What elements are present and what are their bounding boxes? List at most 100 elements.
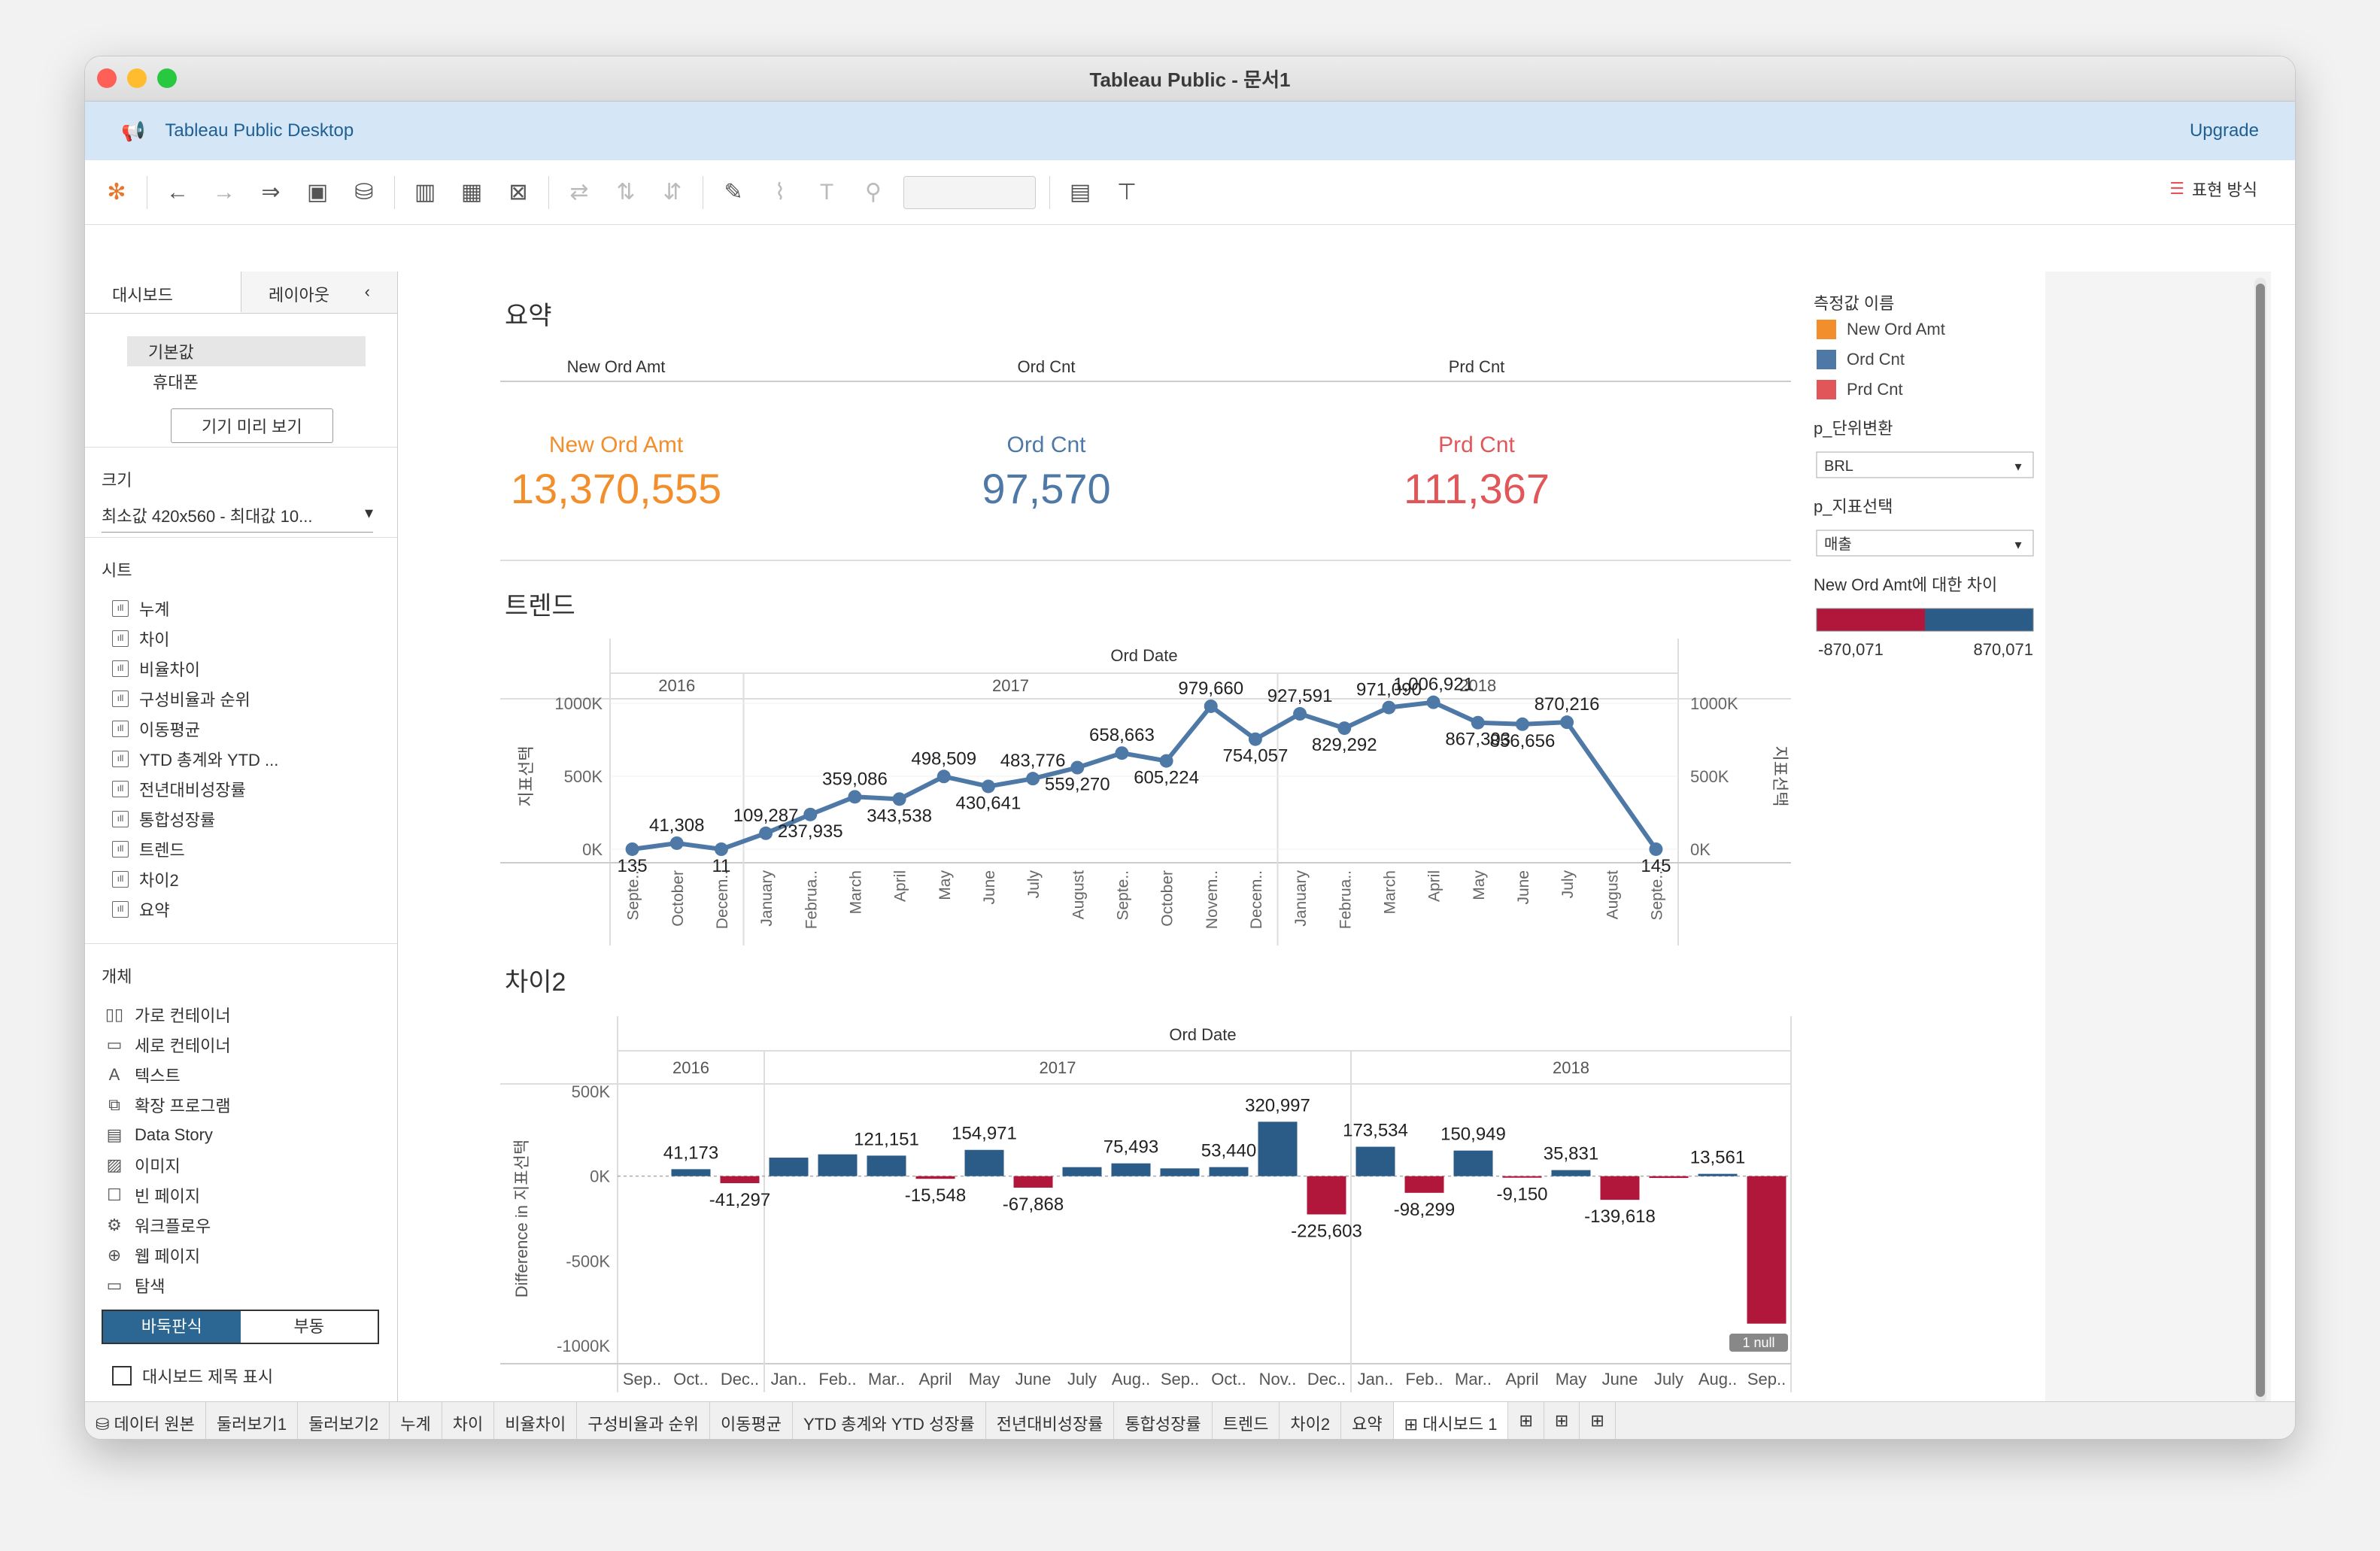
tableau-logo-icon[interactable]: ✻: [107, 180, 126, 205]
sheet-tab[interactable]: 차이: [442, 1402, 495, 1439]
object-item[interactable]: ☐ 빈 페이지: [85, 1180, 397, 1210]
presentation-icon[interactable]: ⊤: [1116, 180, 1137, 205]
sheet-item[interactable]: ıll 이동평균: [85, 714, 397, 744]
redo-icon[interactable]: ⇒: [261, 180, 281, 205]
trend-point[interactable]: [1560, 715, 1574, 730]
legend-item-label[interactable]: New Ord Amt: [1847, 320, 1945, 338]
sheet-item[interactable]: ıll 차이2: [85, 864, 397, 894]
trend-point[interactable]: [714, 842, 728, 856]
trend-point[interactable]: [1159, 754, 1173, 768]
diff-bar[interactable]: [1600, 1176, 1640, 1200]
sheet-tab[interactable]: 차이2: [1280, 1402, 1342, 1439]
diff-bar[interactable]: [1062, 1167, 1102, 1176]
show-cards-icon[interactable]: ▤: [1069, 180, 1091, 205]
forward-icon[interactable]: →: [213, 179, 235, 205]
sheet-item[interactable]: ıll 통합성장률: [85, 804, 397, 834]
trend-point[interactable]: [981, 779, 995, 794]
param1-dropdown[interactable]: BRL ▾: [1816, 451, 2034, 478]
trend-point[interactable]: [1515, 717, 1529, 731]
sort-ascending-icon[interactable]: ⇅: [616, 180, 636, 205]
sheet-item[interactable]: ıll 누계: [85, 593, 397, 624]
diff-bar[interactable]: [1747, 1176, 1787, 1324]
show-title-checkbox[interactable]: 대시보드 제목 표시: [112, 1364, 397, 1388]
trend-point[interactable]: [1471, 715, 1485, 730]
sheet-tab[interactable]: 전년대비성장률: [986, 1402, 1115, 1439]
new-story-tab-icon[interactable]: ⊞: [1580, 1402, 1616, 1439]
clear-sheet-icon[interactable]: ⊠: [508, 180, 528, 205]
sheet-item[interactable]: ıll 비율차이: [85, 654, 397, 684]
object-item[interactable]: A 텍스트: [85, 1060, 397, 1090]
minimize-window-button[interactable]: [127, 68, 147, 88]
sheet-item[interactable]: ıll 차이: [85, 624, 397, 654]
diff-bar[interactable]: [720, 1176, 760, 1183]
sheet-tab[interactable]: 이동평균: [710, 1402, 793, 1439]
diff-bar[interactable]: [1698, 1173, 1738, 1176]
object-item[interactable]: ⧉ 확장 프로그램: [85, 1090, 397, 1120]
save-icon[interactable]: ▣: [306, 180, 329, 205]
sheet-tab[interactable]: 통합성장률: [1114, 1402, 1213, 1439]
sheet-tab[interactable]: YTD 총계와 YTD 성장률: [793, 1402, 986, 1439]
object-item[interactable]: ▭ 탐색: [85, 1270, 397, 1301]
sheet-tab[interactable]: 비율차이: [494, 1402, 578, 1439]
floating-button[interactable]: 부동: [293, 1317, 324, 1336]
device-preview-button[interactable]: 기기 미리 보기: [171, 408, 333, 443]
group-icon[interactable]: ⌇: [774, 180, 786, 205]
tiled-button[interactable]: 바둑판식: [103, 1311, 241, 1343]
trend-point[interactable]: [1293, 707, 1307, 721]
sheet-tab[interactable]: ⛁ 데이터 원본: [85, 1402, 206, 1439]
size-dropdown[interactable]: 최소값 420x560 - 최대값 10... ▾: [102, 503, 373, 533]
trend-point[interactable]: [625, 842, 639, 856]
diff-bar[interactable]: [1453, 1150, 1493, 1176]
object-item[interactable]: ⊕ 웹 페이지: [85, 1240, 397, 1270]
diff-bar[interactable]: [671, 1169, 711, 1176]
label-icon[interactable]: T: [819, 179, 834, 205]
sheet-tab[interactable]: 둘러보기1: [206, 1402, 299, 1439]
trend-point[interactable]: [1204, 699, 1218, 713]
new-dashboard-tab-icon[interactable]: ⊞: [1544, 1402, 1580, 1439]
null-indicator[interactable]: 1 null: [1729, 1334, 1788, 1352]
vertical-scrollbar[interactable]: [2254, 278, 2266, 1403]
sort-descending-icon[interactable]: ⇵: [663, 180, 682, 205]
trend-point[interactable]: [669, 836, 684, 850]
sheet-tab[interactable]: 둘러보기2: [298, 1402, 390, 1439]
diff-bar[interactable]: [1111, 1163, 1151, 1176]
legend-item-label[interactable]: Prd Cnt: [1847, 380, 1903, 399]
new-worksheet-icon[interactable]: ▥: [414, 180, 436, 205]
show-me-button[interactable]: ☰ 표현 방식: [2169, 177, 2257, 201]
diff-bar[interactable]: [867, 1155, 906, 1176]
diff-bar[interactable]: [1160, 1168, 1200, 1176]
trend-point[interactable]: [803, 807, 818, 821]
diff-bar[interactable]: [1013, 1176, 1053, 1188]
trend-point[interactable]: [848, 790, 862, 804]
tab-layout[interactable]: 레이아웃 ‹: [241, 272, 397, 313]
trend-point[interactable]: [1382, 700, 1396, 715]
object-item[interactable]: ⚙ 워크플로우: [85, 1210, 397, 1240]
swap-icon[interactable]: ⇄: [569, 180, 589, 205]
trend-point[interactable]: [1070, 760, 1085, 775]
trend-point[interactable]: [1337, 721, 1352, 736]
close-window-button[interactable]: [97, 68, 117, 88]
diff-bar[interactable]: [1258, 1122, 1298, 1176]
sheet-tab[interactable]: ⊞ 대시보드 1: [1393, 1402, 1509, 1439]
diff-bar[interactable]: [818, 1154, 858, 1176]
sheet-item[interactable]: ıll 요약: [85, 894, 397, 924]
object-item[interactable]: ▨ 이미지: [85, 1150, 397, 1180]
trend-point[interactable]: [759, 826, 773, 840]
trend-point[interactable]: [1026, 772, 1040, 786]
sheet-item[interactable]: ıll 트렌드: [85, 834, 397, 864]
diff-bar[interactable]: [1355, 1146, 1395, 1176]
trend-point[interactable]: [1649, 842, 1663, 856]
collapse-pane-icon[interactable]: ‹: [364, 282, 370, 301]
object-item[interactable]: ▭ 세로 컨테이너: [85, 1030, 397, 1060]
sheet-tab[interactable]: 구성비율과 순위: [577, 1402, 710, 1439]
tab-dashboard[interactable]: 대시보드: [85, 272, 241, 313]
trend-point[interactable]: [1426, 695, 1440, 709]
diff-bar[interactable]: [1502, 1176, 1542, 1178]
object-item[interactable]: ▤ Data Story: [85, 1120, 397, 1150]
trend-point[interactable]: [892, 792, 906, 806]
sheet-item[interactable]: ıll YTD 총계와 YTD ...: [85, 744, 397, 774]
diff-bar[interactable]: [1649, 1176, 1689, 1179]
param2-dropdown[interactable]: 매출 ▾: [1816, 530, 2034, 557]
device-default[interactable]: 기본값: [127, 336, 366, 366]
diff-bar[interactable]: [915, 1176, 955, 1179]
